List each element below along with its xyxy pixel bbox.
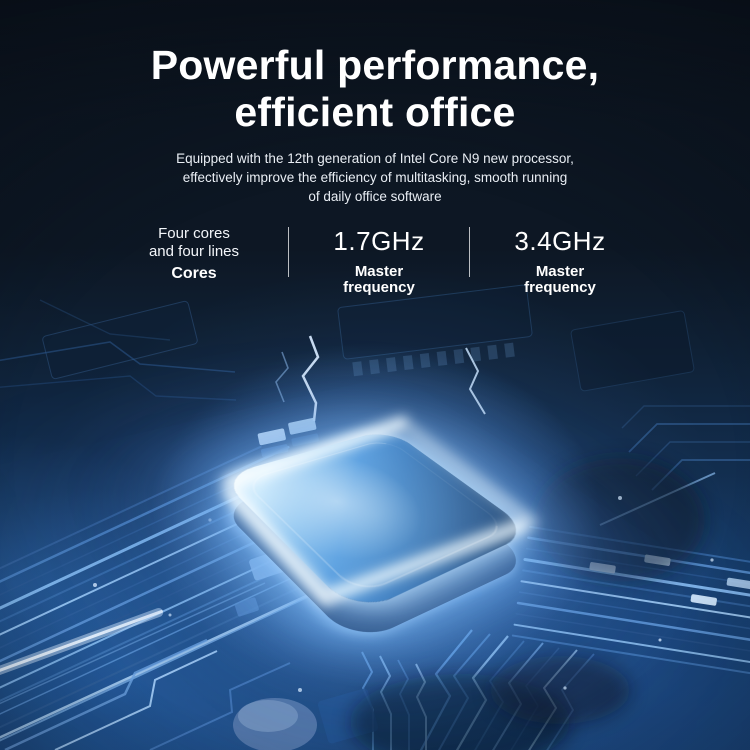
spec-max-frequency: 3.4GHz Master frequency (485, 225, 635, 296)
spec-row: Four cores and four lines Cores 1.7GHz M… (0, 225, 750, 296)
spec-cores-lines: Four cores and four lines (115, 225, 273, 261)
spec-max-frequency-label-line-2: frequency (524, 279, 596, 296)
spec-max-frequency-label-line-1: Master (535, 263, 585, 280)
spec-base-frequency-label-line-1: Master (354, 263, 404, 280)
title-line-2: efficient office (234, 89, 516, 135)
spec-base-frequency-label-line-2: frequency (343, 279, 415, 296)
spec-cores-line-1: Four cores (158, 225, 230, 242)
spec-base-frequency-value: 1.7GHz (333, 226, 425, 256)
page-title: Powerful performance, efficient office (0, 42, 750, 136)
spec-base-frequency: 1.7GHz Master frequency (304, 225, 454, 296)
subtitle-line-2: effectively improve the efficiency of mu… (182, 170, 568, 185)
page-subtitle: Equipped with the 12th generation of Int… (0, 149, 750, 206)
spec-cores-label: Cores (171, 265, 217, 282)
title-line-1: Powerful performance, (150, 42, 600, 88)
spec-cores-line-2: and four lines (148, 243, 240, 260)
spec-max-frequency-label: Master frequency (485, 264, 635, 296)
spec-divider-2 (469, 227, 470, 277)
spec-divider-1 (288, 227, 289, 277)
subtitle-line-1: Equipped with the 12th generation of Int… (176, 151, 574, 166)
subtitle-line-3: of daily office software (308, 189, 442, 204)
spec-base-frequency-label: Master frequency (304, 264, 454, 296)
spec-cores: Four cores and four lines Cores (115, 225, 273, 282)
spec-max-frequency-value: 3.4GHz (514, 226, 606, 256)
